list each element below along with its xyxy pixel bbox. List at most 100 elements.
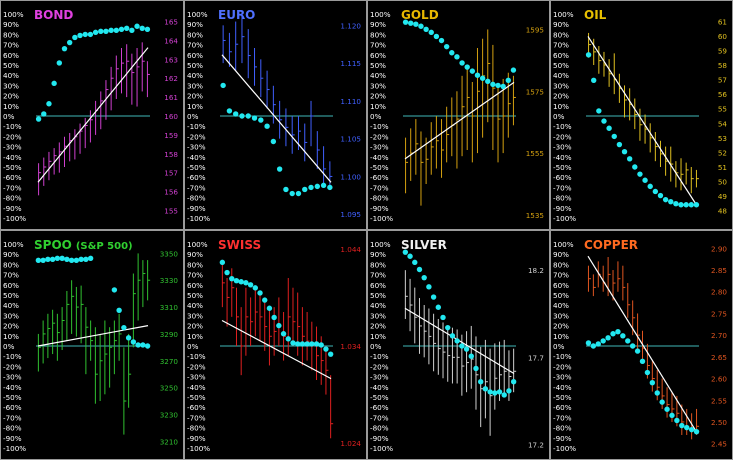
bond-baby-blue-dot	[134, 23, 140, 29]
spoo-baby-blue-dot	[40, 257, 46, 264]
copper-baby-blue-dot	[634, 348, 641, 354]
bond-left-tick-label: 70%	[3, 41, 19, 50]
euro-baby-blue-dot	[276, 166, 283, 172]
spoo-baby-blue-dot	[116, 307, 122, 313]
silver-baby-blue-dot	[426, 284, 432, 290]
spoo-baby-blue-dot	[78, 256, 84, 262]
swiss-baby-blue-dot	[304, 341, 310, 347]
copper-baby-blue-dot	[649, 380, 656, 386]
euro-left-tick-label: -40%	[187, 153, 206, 162]
bond-right-tick-label: 164	[164, 36, 178, 45]
oil-right-tick-label: 57	[718, 76, 727, 85]
gold-baby-blue-dot	[402, 19, 409, 25]
oil-left-tick-label: -80%	[553, 194, 572, 203]
euro-right-tick-label: 1.120	[340, 21, 361, 30]
oil-right-tick-label: 50	[718, 178, 728, 187]
swiss-baby-blue-dot	[224, 269, 230, 276]
copper-left-tick-label: 90%	[553, 250, 569, 259]
spoo-baby-blue-dot	[135, 342, 141, 348]
gold-left-tick-label: -40%	[370, 153, 389, 162]
oil-baby-blue-dot	[591, 77, 597, 84]
oil-right-tick-label: 55	[718, 105, 727, 114]
euro-left-tick-label: 70%	[187, 41, 203, 50]
swiss-trend-line	[221, 319, 332, 380]
bond-left-tick-label: -100%	[3, 214, 26, 223]
gold-baby-blue-dot	[423, 26, 429, 32]
copper-right-tick-label: 2.80	[711, 288, 727, 297]
bond-left-tick-label: -70%	[3, 183, 22, 192]
spoo-baby-blue-dot	[121, 324, 127, 331]
oil-left-tick-label: 50%	[553, 61, 569, 70]
oil-right-tick-label: 52	[718, 148, 727, 157]
gold-left-tick-label: -100%	[370, 214, 393, 223]
oil-left-tick-label: 0%	[553, 112, 565, 121]
euro-left-tick-label: -10%	[187, 122, 206, 131]
swiss-baby-blue-dot	[313, 341, 320, 347]
silver-left-tick-label: 30%	[370, 311, 386, 320]
oil-baby-blue-dot	[662, 196, 669, 203]
spoo-baby-blue-dot	[54, 255, 61, 261]
bond-right-tick-label: 158	[164, 150, 178, 159]
silver-left-tick-label: 60%	[370, 281, 386, 290]
oil-baby-blue-dot	[606, 125, 612, 131]
silver-left-tick-label: -70%	[370, 413, 389, 422]
silver-left-tick-label: 10%	[370, 332, 386, 341]
swiss-left-tick-label: -90%	[187, 434, 206, 443]
copper-left-tick-label: -40%	[553, 383, 572, 392]
spoo-baby-blue-dot	[73, 257, 80, 264]
copper-baby-blue-dot	[688, 426, 695, 433]
spoo-left-tick-label: 50%	[3, 291, 19, 300]
copper-left-tick-label: -50%	[553, 393, 572, 402]
copper-baby-blue-dot	[625, 338, 631, 344]
oil-baby-blue-dot	[632, 164, 638, 170]
oil-right-tick-label: 48	[718, 207, 728, 216]
euro-baby-blue-dot	[270, 138, 277, 145]
oil-right-tick-label: 56	[718, 90, 728, 99]
copper-left-tick-label: -100%	[553, 444, 576, 453]
silver-right-tick-label: 17.7	[528, 353, 544, 362]
oil-right-tick-label: 53	[718, 134, 727, 143]
copper-baby-blue-dot	[615, 329, 621, 335]
copper-baby-blue-dot	[610, 331, 616, 337]
euro-baby-blue-dot	[283, 186, 289, 193]
oil-baby-blue-dot	[678, 202, 684, 208]
euro-baby-blue-dot	[320, 182, 327, 189]
euro-baby-blue-dot	[232, 111, 239, 117]
swiss-left-tick-label: 90%	[187, 250, 203, 259]
gold-left-tick-label: 100%	[370, 10, 391, 19]
copper-right-tick-label: 2.45	[711, 440, 727, 449]
silver-left-tick-label: 90%	[370, 250, 386, 259]
copper-left-tick-label: 60%	[553, 281, 569, 290]
oil-right-tick-label: 60	[718, 32, 728, 41]
euro-baby-blue-dot	[327, 184, 333, 191]
oil-baby-blue-dot	[611, 133, 617, 140]
euro-title: EURO	[218, 8, 255, 22]
oil-left-tick-label: 30%	[553, 81, 569, 90]
spoo-baby-blue-dot	[111, 287, 118, 293]
oil-left-tick-label: 70%	[553, 41, 569, 50]
oil-left-tick-label: -10%	[553, 122, 572, 131]
bond-left-tick-label: 0%	[3, 112, 15, 121]
silver-right-tick-label: 18.2	[528, 266, 544, 275]
euro-baby-blue-dot	[245, 113, 251, 119]
swiss-baby-blue-dot	[233, 278, 240, 284]
spoo-trend-line	[37, 325, 149, 347]
spoo-left-tick-label: -80%	[3, 424, 22, 433]
copper-baby-blue-dot	[654, 390, 660, 396]
gold-baby-blue-dot	[428, 29, 434, 36]
copper-left-tick-label: -30%	[553, 373, 572, 382]
copper-right-tick-label: 2.55	[711, 396, 727, 405]
bond-left-tick-label: 90%	[3, 20, 19, 29]
oil-left-tick-label: -20%	[553, 132, 572, 141]
oil-title: OIL	[584, 8, 607, 22]
copper-right-tick-label: 2.65	[711, 353, 727, 362]
euro-left-tick-label: 20%	[187, 92, 203, 101]
spoo-right-tick-label: 3270	[160, 357, 179, 366]
gold-left-tick-label: -30%	[370, 143, 389, 152]
oil-left-tick-label: -100%	[553, 214, 576, 223]
bond-baby-blue-dot	[72, 34, 78, 41]
bond-left-tick-label: -40%	[3, 153, 22, 162]
gold-left-tick-label: 10%	[370, 102, 386, 111]
swiss-left-tick-label: -20%	[187, 362, 206, 371]
gold-left-tick-label: -60%	[370, 173, 389, 182]
